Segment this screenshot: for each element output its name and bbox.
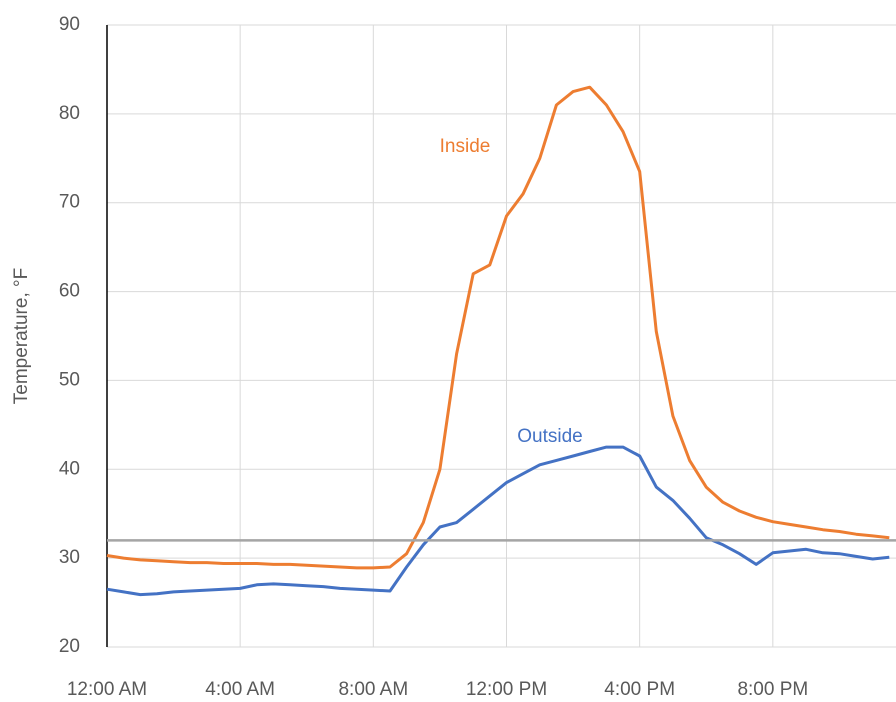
- x-tick-label: 12:00 PM: [466, 679, 547, 700]
- y-tick-label: 50: [59, 369, 80, 390]
- y-tick-label: 40: [59, 458, 80, 479]
- series-line: [106, 85, 890, 570]
- y-tick-label: 30: [59, 547, 80, 568]
- y-tick-label: 20: [59, 636, 80, 657]
- x-tick-label: 4:00 PM: [604, 679, 675, 700]
- x-tick-label: 8:00 PM: [737, 679, 808, 700]
- y-tick-label: 60: [59, 281, 80, 302]
- y-tick-label: 80: [59, 103, 80, 124]
- series-label: Inside: [440, 136, 491, 157]
- series-line: [106, 445, 890, 597]
- y-tick-label: 90: [59, 14, 80, 35]
- y-tick-label: 70: [59, 192, 80, 213]
- x-tick-label: 8:00 AM: [338, 679, 408, 700]
- series-label: Outside: [517, 426, 582, 447]
- x-tick-label: 4:00 AM: [205, 679, 275, 700]
- x-tick-label: 12:00 AM: [67, 679, 147, 700]
- y-axis-label: Temperature, °F: [11, 268, 32, 404]
